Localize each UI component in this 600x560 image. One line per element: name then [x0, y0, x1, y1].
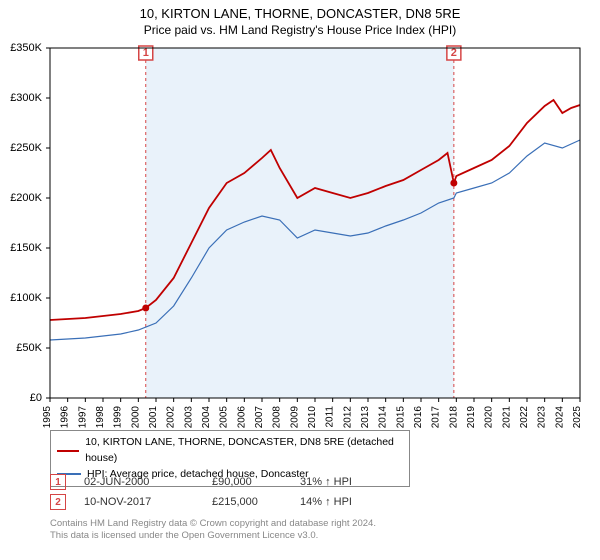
transaction-badge: 1 [50, 474, 66, 490]
svg-text:1996: 1996 [60, 406, 71, 429]
svg-text:2018: 2018 [448, 406, 459, 429]
transaction-row: 2 10-NOV-2017 £215,000 14% ↑ HPI [50, 492, 380, 512]
svg-text:2007: 2007 [254, 406, 265, 429]
svg-text:1998: 1998 [95, 406, 106, 429]
svg-text:1: 1 [143, 47, 149, 59]
svg-text:2012: 2012 [342, 406, 353, 429]
svg-text:2016: 2016 [413, 406, 424, 429]
svg-text:2015: 2015 [395, 406, 406, 429]
transaction-hpi: 31% ↑ HPI [300, 476, 380, 488]
svg-text:2: 2 [451, 47, 457, 59]
chart-subtitle: Price paid vs. HM Land Registry's House … [0, 23, 600, 41]
legend-row: 10, KIRTON LANE, THORNE, DONCASTER, DN8 … [57, 435, 403, 467]
svg-text:£0: £0 [30, 392, 42, 404]
chart-title: 10, KIRTON LANE, THORNE, DONCASTER, DN8 … [0, 0, 600, 23]
svg-text:1995: 1995 [42, 406, 53, 429]
legend-label: 10, KIRTON LANE, THORNE, DONCASTER, DN8 … [85, 435, 403, 467]
svg-text:£300K: £300K [10, 92, 42, 104]
svg-text:2009: 2009 [289, 406, 300, 429]
svg-text:2019: 2019 [466, 406, 477, 429]
svg-text:2020: 2020 [484, 406, 495, 429]
svg-text:2003: 2003 [183, 406, 194, 429]
svg-text:2021: 2021 [501, 406, 512, 429]
transaction-row: 1 02-JUN-2000 £90,000 31% ↑ HPI [50, 472, 380, 492]
svg-text:2004: 2004 [201, 406, 212, 429]
svg-text:2023: 2023 [537, 406, 548, 429]
svg-text:2022: 2022 [519, 406, 530, 429]
svg-text:2011: 2011 [325, 406, 336, 428]
svg-text:2005: 2005 [219, 406, 230, 429]
svg-text:£200K: £200K [10, 192, 42, 204]
svg-text:£150K: £150K [10, 242, 42, 254]
svg-text:2008: 2008 [272, 406, 283, 429]
svg-text:2017: 2017 [431, 406, 442, 429]
svg-text:1997: 1997 [77, 406, 88, 429]
svg-text:2001: 2001 [148, 406, 159, 429]
svg-text:2010: 2010 [307, 406, 318, 429]
svg-text:£350K: £350K [10, 42, 42, 54]
transaction-price: £90,000 [212, 476, 282, 488]
transaction-price: £215,000 [212, 496, 282, 508]
svg-text:2014: 2014 [378, 406, 389, 429]
svg-text:1999: 1999 [113, 406, 124, 429]
svg-text:2000: 2000 [130, 406, 141, 429]
svg-text:2025: 2025 [572, 406, 583, 429]
svg-text:£50K: £50K [16, 342, 42, 354]
footnote-line: This data is licensed under the Open Gov… [50, 530, 376, 542]
svg-text:2013: 2013 [360, 406, 371, 429]
footnote-line: Contains HM Land Registry data © Crown c… [50, 518, 376, 530]
transactions-table: 1 02-JUN-2000 £90,000 31% ↑ HPI 2 10-NOV… [50, 472, 380, 512]
svg-text:2006: 2006 [236, 406, 247, 429]
transaction-date: 02-JUN-2000 [84, 476, 194, 488]
svg-text:2024: 2024 [554, 406, 565, 429]
transaction-badge: 2 [50, 494, 66, 510]
chart-area: 12£0£50K£100K£150K£200K£250K£300K£350K19… [50, 48, 580, 398]
svg-text:2002: 2002 [166, 406, 177, 429]
transaction-date: 10-NOV-2017 [84, 496, 194, 508]
svg-text:£100K: £100K [10, 292, 42, 304]
svg-text:£250K: £250K [10, 142, 42, 154]
transaction-hpi: 14% ↑ HPI [300, 496, 380, 508]
chart-svg: 12£0£50K£100K£150K£200K£250K£300K£350K19… [50, 48, 580, 398]
footnote: Contains HM Land Registry data © Crown c… [50, 518, 376, 543]
legend-swatch [57, 450, 79, 452]
